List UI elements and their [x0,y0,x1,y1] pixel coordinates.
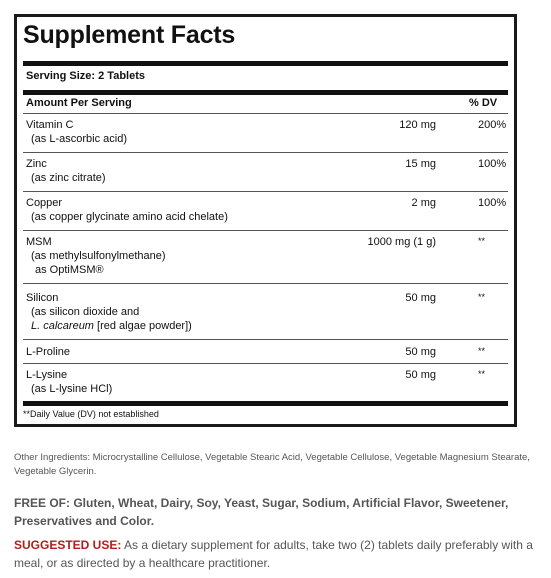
divider [23,339,508,340]
divider [23,152,508,153]
nutrient-dv: ** [478,236,486,246]
nutrient-name: MSM [26,236,52,248]
nutrient-row-msm: MSM (as methylsulfonylmethane) as OptiMS… [26,235,508,277]
nutrient-source: (as copper glycinate amino acid chelate) [31,211,228,223]
nutrient-amount: 2 mg [411,197,436,209]
nutrient-amount: 50 mg [405,369,436,381]
nutrient-name: Silicon [26,292,59,304]
nutrient-source: (as zinc citrate) [31,172,106,184]
nutrient-amount: 15 mg [405,158,436,170]
nutrient-name: L-Proline [26,346,71,358]
suggested-use: SUGGESTED USE: As a dietary supplement f… [14,536,544,572]
supplement-facts-panel: Supplement Facts Serving Size: 2 Tablets… [14,14,517,427]
nutrient-row-copper: Copper (as copper glycinate amino acid c… [26,196,508,224]
header-amount-per-serving: Amount Per Serving [26,97,132,109]
nutrient-dv: 200% [478,119,507,131]
nutrient-amount: 50 mg [405,346,436,358]
other-ingredients: Other Ingredients: Microcrystalline Cell… [14,452,530,477]
nutrient-amount: 1000 mg (1 g) [367,236,436,248]
divider-thick [23,61,508,66]
divider-thick [23,401,508,406]
nutrient-name: Copper [26,197,63,209]
free-of-statement: FREE OF: Gluten, Wheat, Dairy, Soy, Yeas… [14,496,509,528]
nutrient-source: (as L-ascorbic acid) [31,133,127,145]
divider [23,113,508,114]
divider [23,191,508,192]
serving-size: Serving Size: 2 Tablets [26,70,146,82]
nutrient-source-brand: as OptiMSM® [35,264,104,276]
nutrient-dv: ** [478,346,486,356]
divider [23,283,508,284]
header-daily-value: % DV [469,97,498,109]
facts-title: Supplement Facts [23,21,236,49]
nutrient-amount: 120 mg [399,119,436,131]
nutrient-dv: ** [478,369,486,379]
nutrient-source: (as methylsulfonylmethane) [31,250,166,262]
nutrient-row-vitamin-c: Vitamin C (as L-ascorbic acid) 120 mg 20… [26,118,508,146]
nutrient-row-l-proline: L-Proline 50 mg ** [26,345,508,359]
nutrient-row-l-lysine: L-Lysine (as L-lysine HCl) 50 mg ** [26,368,508,396]
divider [23,230,508,231]
species-detail: [red algae powder]) [93,320,192,332]
nutrient-row-silicon: Silicon (as silicon dioxide and L. calca… [26,291,508,333]
footnote-daily-value: **Daily Value (DV) not established [23,409,159,419]
nutrient-name: Vitamin C [26,119,74,131]
nutrient-source-cont: L. calcareum [red algae powder]) [26,319,508,333]
nutrient-dv: 100% [478,197,507,209]
divider-thick [23,90,508,95]
nutrient-amount: 50 mg [405,292,436,304]
nutrient-source: (as L-lysine HCl) [31,383,113,395]
species-name: L. calcareum [31,320,94,332]
nutrient-name: L-Lysine [26,369,68,381]
nutrient-name: Zinc [26,158,47,170]
divider [23,363,508,364]
nutrient-row-zinc: Zinc (as zinc citrate) 15 mg 100% [26,157,508,185]
nutrient-source: (as silicon dioxide and [31,306,140,318]
suggested-use-label: SUGGESTED USE: [14,538,122,552]
nutrient-dv: ** [478,292,486,302]
suggested-use-text: As a dietary supplement for adults, take… [14,538,533,570]
nutrient-dv: 100% [478,158,507,170]
